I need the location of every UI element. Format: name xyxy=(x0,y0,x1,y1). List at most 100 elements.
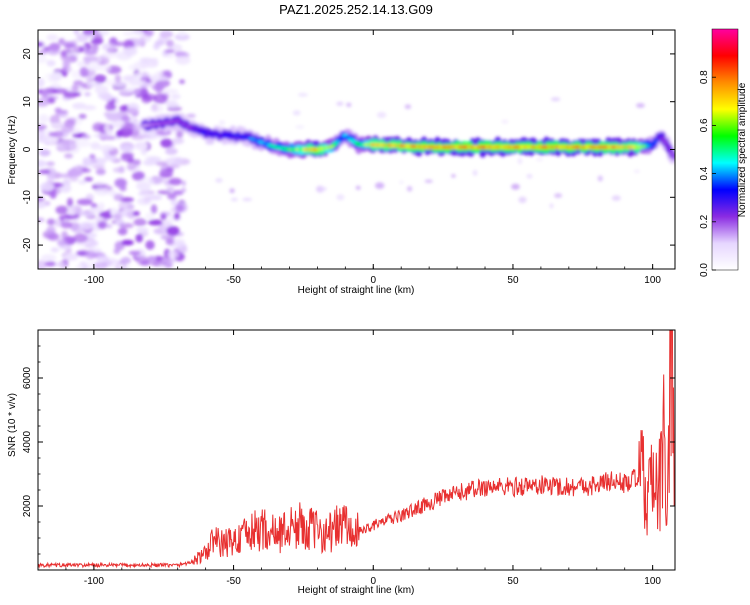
noise-blob xyxy=(91,43,99,52)
noise-blob xyxy=(40,88,49,98)
noise-blob xyxy=(424,179,433,183)
noise-blob xyxy=(133,218,147,227)
colorbar-tick-label: 0.2 xyxy=(699,214,710,228)
noise-blob xyxy=(118,201,133,211)
noise-blob xyxy=(79,66,89,77)
noise-blob xyxy=(63,253,79,261)
noise-blob xyxy=(137,191,151,196)
noise-blob xyxy=(90,142,101,150)
noise-blob xyxy=(95,216,104,222)
noise-blob xyxy=(121,239,134,246)
noise-blob xyxy=(136,180,144,189)
spectrogram-x-label: Height of straight line (km) xyxy=(298,285,415,296)
noise-blob xyxy=(336,101,344,106)
noise-blob xyxy=(76,198,93,206)
noise-blob xyxy=(86,64,102,71)
noise-blob xyxy=(140,141,148,152)
noise-blob xyxy=(41,254,57,262)
noise-blob xyxy=(135,233,143,243)
signal-core xyxy=(659,136,666,140)
noise-blob xyxy=(50,122,63,127)
noise-blob xyxy=(633,169,641,173)
noise-blob xyxy=(130,30,142,34)
noise-blob xyxy=(89,207,103,214)
noise-blob xyxy=(101,43,117,51)
noise-blob xyxy=(111,262,125,269)
noise-blob xyxy=(517,157,523,165)
noise-blob xyxy=(99,66,112,72)
noise-blob xyxy=(50,72,62,81)
noise-blob xyxy=(73,30,80,35)
noise-blob xyxy=(165,147,178,155)
noise-blob xyxy=(597,175,603,182)
noise-blob xyxy=(114,178,127,188)
noise-blob xyxy=(73,164,85,170)
noise-blob xyxy=(122,31,135,36)
snr-y-label: SNR (10 * v/v) xyxy=(7,393,18,457)
noise-blob xyxy=(105,103,112,111)
noise-blob xyxy=(154,40,165,46)
noise-blob xyxy=(143,159,156,166)
noise-blob xyxy=(147,255,157,262)
spectrogram-y-label: Frequency (Hz) xyxy=(7,116,18,185)
noise-blob xyxy=(56,238,68,246)
noise-blob xyxy=(110,120,125,129)
noise-blob xyxy=(93,262,108,269)
spectrogram-x-tick-label: -100 xyxy=(84,275,104,286)
noise-blob xyxy=(215,178,223,183)
noise-blob xyxy=(94,85,109,95)
noise-blob xyxy=(113,193,125,201)
snr-y-tick-label: 4000 xyxy=(22,430,33,453)
noise-blob xyxy=(119,105,129,112)
snr-x-tick-label: 0 xyxy=(370,576,376,587)
noise-blob xyxy=(126,162,137,171)
noise-blob xyxy=(46,174,55,183)
noise-blob xyxy=(171,239,185,244)
colorbar-gradient xyxy=(712,29,738,270)
noise-blob xyxy=(132,211,140,216)
noise-blob xyxy=(297,93,308,97)
colorbar-tick-label: 0.0 xyxy=(699,263,710,277)
noise-blob xyxy=(93,33,103,43)
noise-blob xyxy=(155,161,169,167)
noise-blob xyxy=(165,102,180,108)
noise-blob xyxy=(83,50,98,55)
noise-blob xyxy=(165,238,175,246)
signal-core xyxy=(653,139,659,143)
signal-core xyxy=(668,151,675,155)
noise-blob xyxy=(39,149,51,157)
noise-blob xyxy=(133,61,149,70)
noise-blob xyxy=(64,153,74,159)
colorbar: 0.0 0.2 0.4 0.6 0.8 Normalized spectral ampl… xyxy=(699,28,748,277)
noise-blob xyxy=(141,71,149,82)
noise-blob xyxy=(78,113,87,120)
noise-blob xyxy=(167,250,180,259)
noise-blob xyxy=(346,102,352,107)
snr-y-tick-label: 2000 xyxy=(22,494,33,517)
spectrogram-y-tick-label: 0 xyxy=(22,146,33,152)
noise-blob xyxy=(93,133,110,139)
noise-blob xyxy=(295,125,305,129)
noise-blob xyxy=(101,93,114,102)
figure-title: PAZ1.2025.252.14.13.G09 xyxy=(279,2,433,17)
noise-blob xyxy=(166,106,182,112)
noise-blob xyxy=(229,188,235,194)
noise-blob xyxy=(47,232,60,241)
noise-blob xyxy=(46,161,55,167)
signal-core xyxy=(661,140,668,144)
noise-blob xyxy=(292,110,301,116)
noise-blob xyxy=(118,88,133,95)
noise-blob xyxy=(38,202,47,209)
noise-blob xyxy=(120,153,134,162)
noise-blob xyxy=(38,41,44,47)
noise-blob xyxy=(73,92,82,97)
noise-blob xyxy=(451,174,456,178)
noise-blob xyxy=(166,186,175,192)
noise-blob xyxy=(550,97,561,102)
noise-blob xyxy=(181,180,186,187)
noise-blob xyxy=(66,197,74,208)
noise-blob xyxy=(85,250,96,260)
noise-blob xyxy=(83,56,91,66)
snr-x-ticks: -100 -50 0 50 100 xyxy=(37,330,661,587)
noise-blob xyxy=(71,46,80,52)
